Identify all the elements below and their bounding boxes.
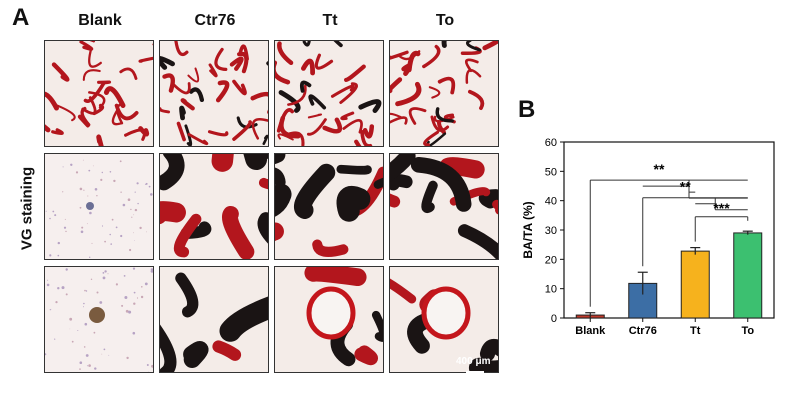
histology-image-ctr76-row3 bbox=[159, 266, 269, 373]
histology-image-tt-row2 bbox=[274, 153, 384, 260]
histology-image-blank-row3 bbox=[44, 266, 154, 373]
y-tick-label: 20 bbox=[545, 254, 557, 266]
scale-bar-label: 400 μm bbox=[456, 356, 491, 367]
y-tick-label: 60 bbox=[545, 137, 557, 149]
histology-image-tt-row3 bbox=[274, 266, 384, 373]
panel-a-letter: A bbox=[12, 4, 30, 31]
histology-image-to-row1 bbox=[389, 40, 499, 147]
column-title-to: To bbox=[435, 12, 455, 29]
y-tick-label: 30 bbox=[545, 225, 557, 237]
x-tick-label-tt: Tt bbox=[690, 325, 701, 337]
histology-image-blank-row1 bbox=[44, 40, 154, 147]
y-tick-label: 10 bbox=[545, 284, 557, 296]
row-label-vg-staining: VG staining bbox=[18, 166, 36, 251]
x-tick-label-blank: Blank bbox=[575, 325, 606, 337]
y-axis-label: BA/TA (%) bbox=[521, 201, 535, 258]
column-title-ctr76: Ctr76 bbox=[194, 12, 236, 29]
histology-image-ctr76-row2 bbox=[159, 153, 269, 260]
histology-image-to-row2 bbox=[389, 153, 499, 260]
x-tick-label-to: To bbox=[741, 325, 754, 337]
y-tick-label: 40 bbox=[545, 196, 557, 208]
scale-bar bbox=[466, 371, 484, 375]
column-title-tt: Tt bbox=[322, 12, 338, 29]
column-title-blank: Blank bbox=[78, 12, 122, 29]
x-tick-label-ctr76: Ctr76 bbox=[629, 325, 657, 337]
histology-image-tt-row1 bbox=[274, 40, 384, 147]
histology-image-ctr76-row1 bbox=[159, 40, 269, 147]
histology-image-to-row3 bbox=[389, 266, 499, 373]
sig-label: ** bbox=[654, 161, 665, 177]
y-tick-label: 50 bbox=[545, 166, 557, 178]
y-tick-label: 0 bbox=[551, 313, 557, 325]
histology-image-blank-row2 bbox=[44, 153, 154, 260]
bar-to bbox=[733, 232, 763, 319]
sig-label: *** bbox=[713, 200, 730, 216]
panel-b-letter: B bbox=[518, 96, 536, 123]
sig-label: ** bbox=[680, 179, 691, 195]
bar-tt bbox=[680, 250, 710, 319]
